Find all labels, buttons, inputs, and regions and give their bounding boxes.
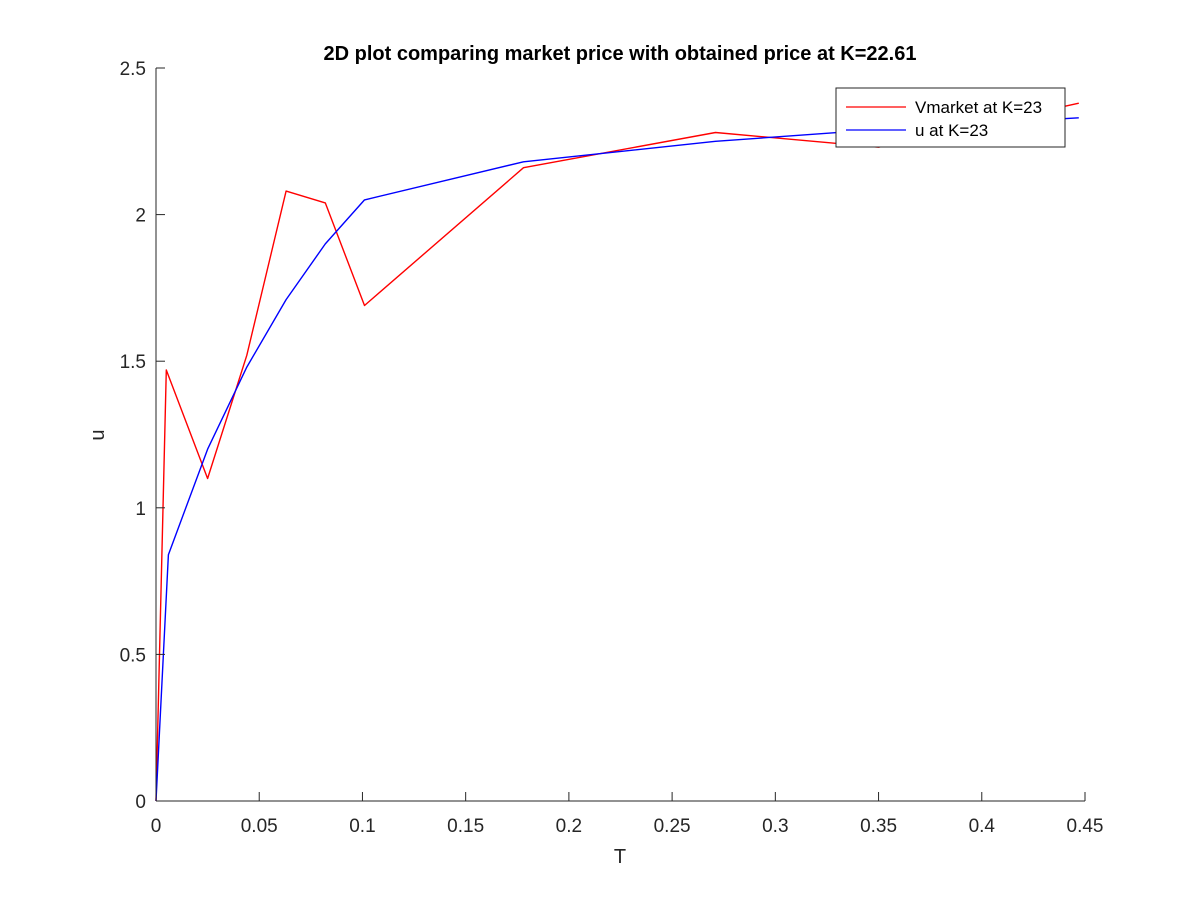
legend-label-u: u at K=23 (915, 121, 988, 140)
x-tick-label: 0 (151, 816, 162, 837)
x-tick-label: 0.35 (860, 816, 897, 837)
y-axis-title: u (87, 429, 109, 440)
legend: Vmarket at K=23 u at K=23 (835, 87, 1066, 148)
legend-box (835, 87, 1066, 148)
y-tick-label: 1.5 (120, 352, 146, 373)
series-line-1 (155, 117, 1079, 802)
axes-layer: 0 0.05 0.1 0.15 0.2 0.25 0.3 0.35 0.4 0.45 0 0.5 1 1.… (120, 59, 1104, 837)
x-tick-label: 0.25 (654, 816, 691, 837)
y-tick-label: 2.5 (120, 59, 146, 80)
x-tick-label: 0.4 (969, 816, 996, 837)
y-tick-label: 0 (135, 792, 146, 813)
x-tick-label: 0.2 (556, 816, 582, 837)
x-tick-label: 0.1 (349, 816, 375, 837)
y-tick-label: 0.5 (120, 645, 146, 666)
x-tick-label: 0.15 (447, 816, 484, 837)
x-tick-label: 0.05 (241, 816, 278, 837)
chart-title: 2D plot comparing market price with obta… (324, 43, 917, 65)
legend-label-vmarket: Vmarket at K=23 (915, 98, 1042, 117)
x-tick-label: 0.3 (762, 816, 788, 837)
series-layer (155, 102, 1079, 802)
x-tick-label: 0.45 (1067, 816, 1104, 837)
y-tick-label: 2 (135, 206, 146, 227)
x-axis-title: T (614, 846, 626, 868)
y-tick-label: 1 (135, 499, 146, 520)
